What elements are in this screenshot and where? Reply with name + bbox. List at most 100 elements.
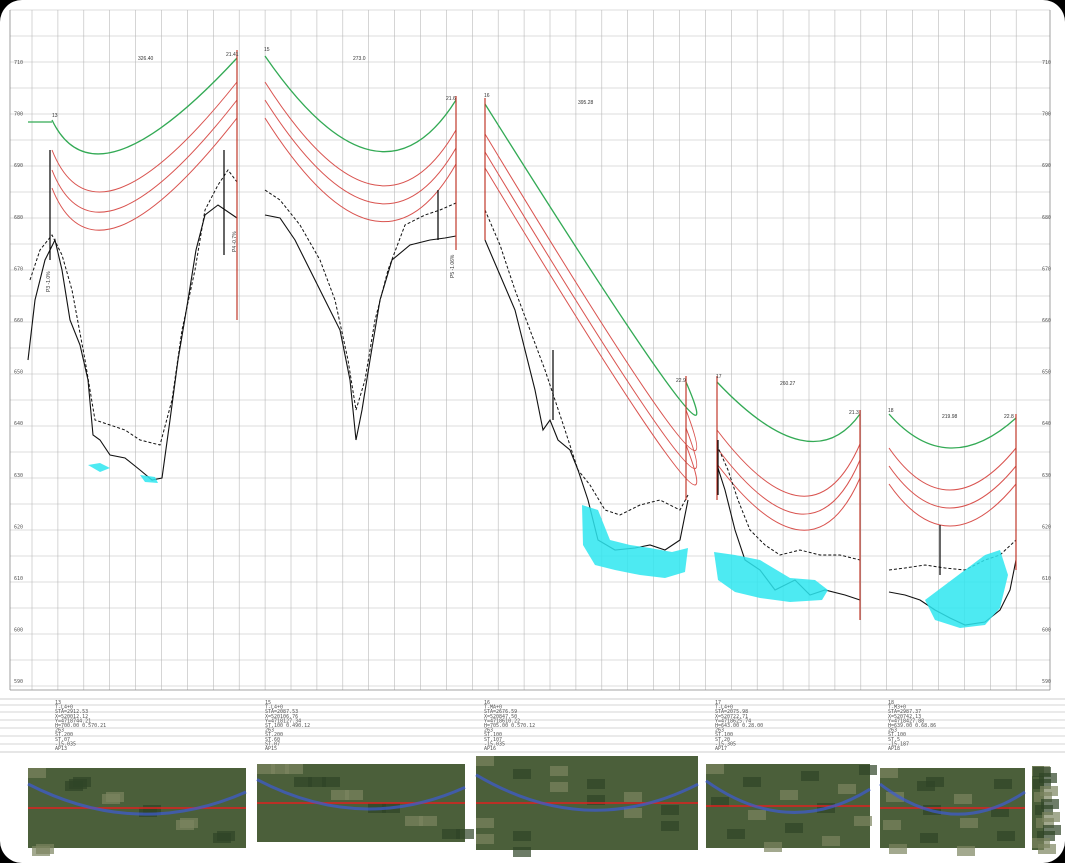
station-info-blocks: 13T-L4+0STA=2912.53X=520012.12Y=4718744.… [55, 700, 936, 752]
station-info-line: T-L4+0 [715, 705, 733, 711]
station-info-line: X=520742.13 [888, 714, 921, 720]
span-1-start-label: 13 [52, 113, 58, 119]
vegetation-patch [217, 831, 235, 841]
station-info-line: 16 [484, 700, 490, 706]
vegetation-patch [322, 777, 340, 787]
elevation-tick-label: 620 [14, 524, 23, 530]
vegetation-patch [1041, 799, 1059, 809]
station-info-line: AP17 [715, 746, 727, 752]
station-info-line: ST.100 [888, 732, 906, 738]
vegetation-patch [785, 823, 803, 833]
station-info-line: H=700.00 0.570.21 [55, 723, 106, 729]
vegetation-patch [106, 792, 124, 802]
vegetation-patch [550, 766, 568, 776]
vegetation-patch [889, 844, 907, 854]
vegetation-patch [661, 821, 679, 831]
vegetation-patch [456, 829, 474, 839]
span-4-start-label: 17 [716, 374, 722, 380]
vegetation-patch [257, 764, 275, 774]
vegetation-patch [28, 768, 46, 778]
river-channel [256, 778, 466, 811]
span-4-length-label: 260.27 [780, 381, 796, 387]
elevation-tick-label: 650 [1042, 370, 1051, 376]
station-info-line: 263 [715, 728, 724, 734]
elevation-tick-label: 620 [1042, 524, 1051, 530]
elevation-tick-label: 630 [1042, 473, 1051, 479]
clearance-profile [716, 444, 861, 561]
station-info-line: STA=2676.59 [484, 709, 517, 715]
vegetation-patch [36, 844, 54, 854]
clearance-profile [484, 209, 689, 516]
vegetation-patch [419, 816, 437, 826]
station-info-line: ST.200 [265, 732, 283, 738]
elevation-tick-label: 610 [14, 576, 23, 582]
orthophoto-strips [27, 756, 1061, 857]
vegetation-patch [331, 790, 349, 800]
ground-profile [484, 239, 689, 551]
vegetation-patch [1032, 838, 1050, 848]
vegetation-patch [854, 816, 872, 826]
vegetation-patch [1034, 792, 1052, 802]
orthophoto-strip [879, 768, 1026, 856]
station-info-line: AP18 [888, 746, 900, 752]
station-info-line: STA=2912.53 [55, 709, 88, 715]
design-curve-red [484, 151, 698, 469]
vegetation-patch [801, 771, 819, 781]
conductor-curves [28, 55, 1017, 531]
station-info-line: H=643.00 0.28.00 [715, 723, 763, 729]
station-info-line: H=639.00 0.68.86 [888, 723, 936, 729]
vegetation-patch [838, 784, 856, 794]
station-info-line: STA=2987.37 [888, 709, 921, 715]
elevation-scale-right: 710 700 690 680 670 660 650 640 630 620 610 600 590 [1042, 60, 1051, 685]
terrain-profiles [27, 169, 1017, 626]
station-info-line: Y=4718625.74 [715, 718, 751, 724]
vegetation-patch [442, 829, 460, 839]
station-info-line: Y=4718127.34 [265, 718, 301, 724]
vegetation-patch [880, 768, 898, 778]
elevation-tick-label: 640 [1042, 421, 1051, 427]
vegetation-patch [661, 805, 679, 815]
elevation-tick-label: 690 [1042, 163, 1051, 169]
ground-profile [264, 214, 457, 441]
elevation-tick-label: 610 [1042, 576, 1051, 582]
vegetation-patch [886, 792, 904, 802]
span-2-start-label: 15 [264, 47, 270, 53]
elevation-tick-label: 690 [14, 163, 23, 169]
elevation-tick-label: 600 [1042, 628, 1051, 634]
station-info-line: H=705.00 0.570.12 [484, 723, 535, 729]
vegetation-patch [550, 782, 568, 792]
water-area [140, 475, 158, 483]
vegetation-patch [1043, 825, 1061, 835]
vegetation-patch [764, 842, 782, 852]
vegetation-patch [285, 764, 303, 774]
vegetation-patch [513, 831, 531, 841]
vegetation-patch [957, 846, 975, 856]
elevation-tick-label: 630 [14, 473, 23, 479]
vegetation-patch [405, 816, 423, 826]
design-curve-red [484, 133, 698, 451]
design-curve-red [51, 99, 238, 213]
elevation-tick-label: 700 [1042, 112, 1051, 118]
station-info-line: X=520012.12 [55, 714, 88, 720]
clearance-profile [264, 189, 457, 411]
vegetation-patch [513, 847, 531, 857]
station-info-line: ST.100 [715, 732, 733, 738]
vegetation-patch [711, 797, 729, 807]
orthophoto-strip [1032, 766, 1061, 854]
vegetation-patch [1033, 767, 1051, 777]
tower-tag-1: P3 -1.0% [46, 271, 52, 292]
vegetation-patch [587, 795, 605, 805]
station-info-line: ST.07 [265, 741, 280, 747]
station-info-line: ST.5 [888, 737, 900, 743]
station-info-line: 263 [484, 728, 493, 734]
river-channel [879, 782, 1026, 816]
water-areas [88, 463, 1008, 628]
elevation-tick-label: 680 [14, 215, 23, 221]
vegetation-patch [308, 777, 326, 787]
elevation-tick-label: 590 [14, 679, 23, 685]
tower-tag-3: P5 -1.06% [450, 254, 456, 278]
design-curve-red [888, 447, 1017, 491]
span-4-end-label: 21.3 [849, 410, 859, 416]
vegetation-patch [991, 807, 1009, 817]
vegetation-patch [994, 779, 1012, 789]
